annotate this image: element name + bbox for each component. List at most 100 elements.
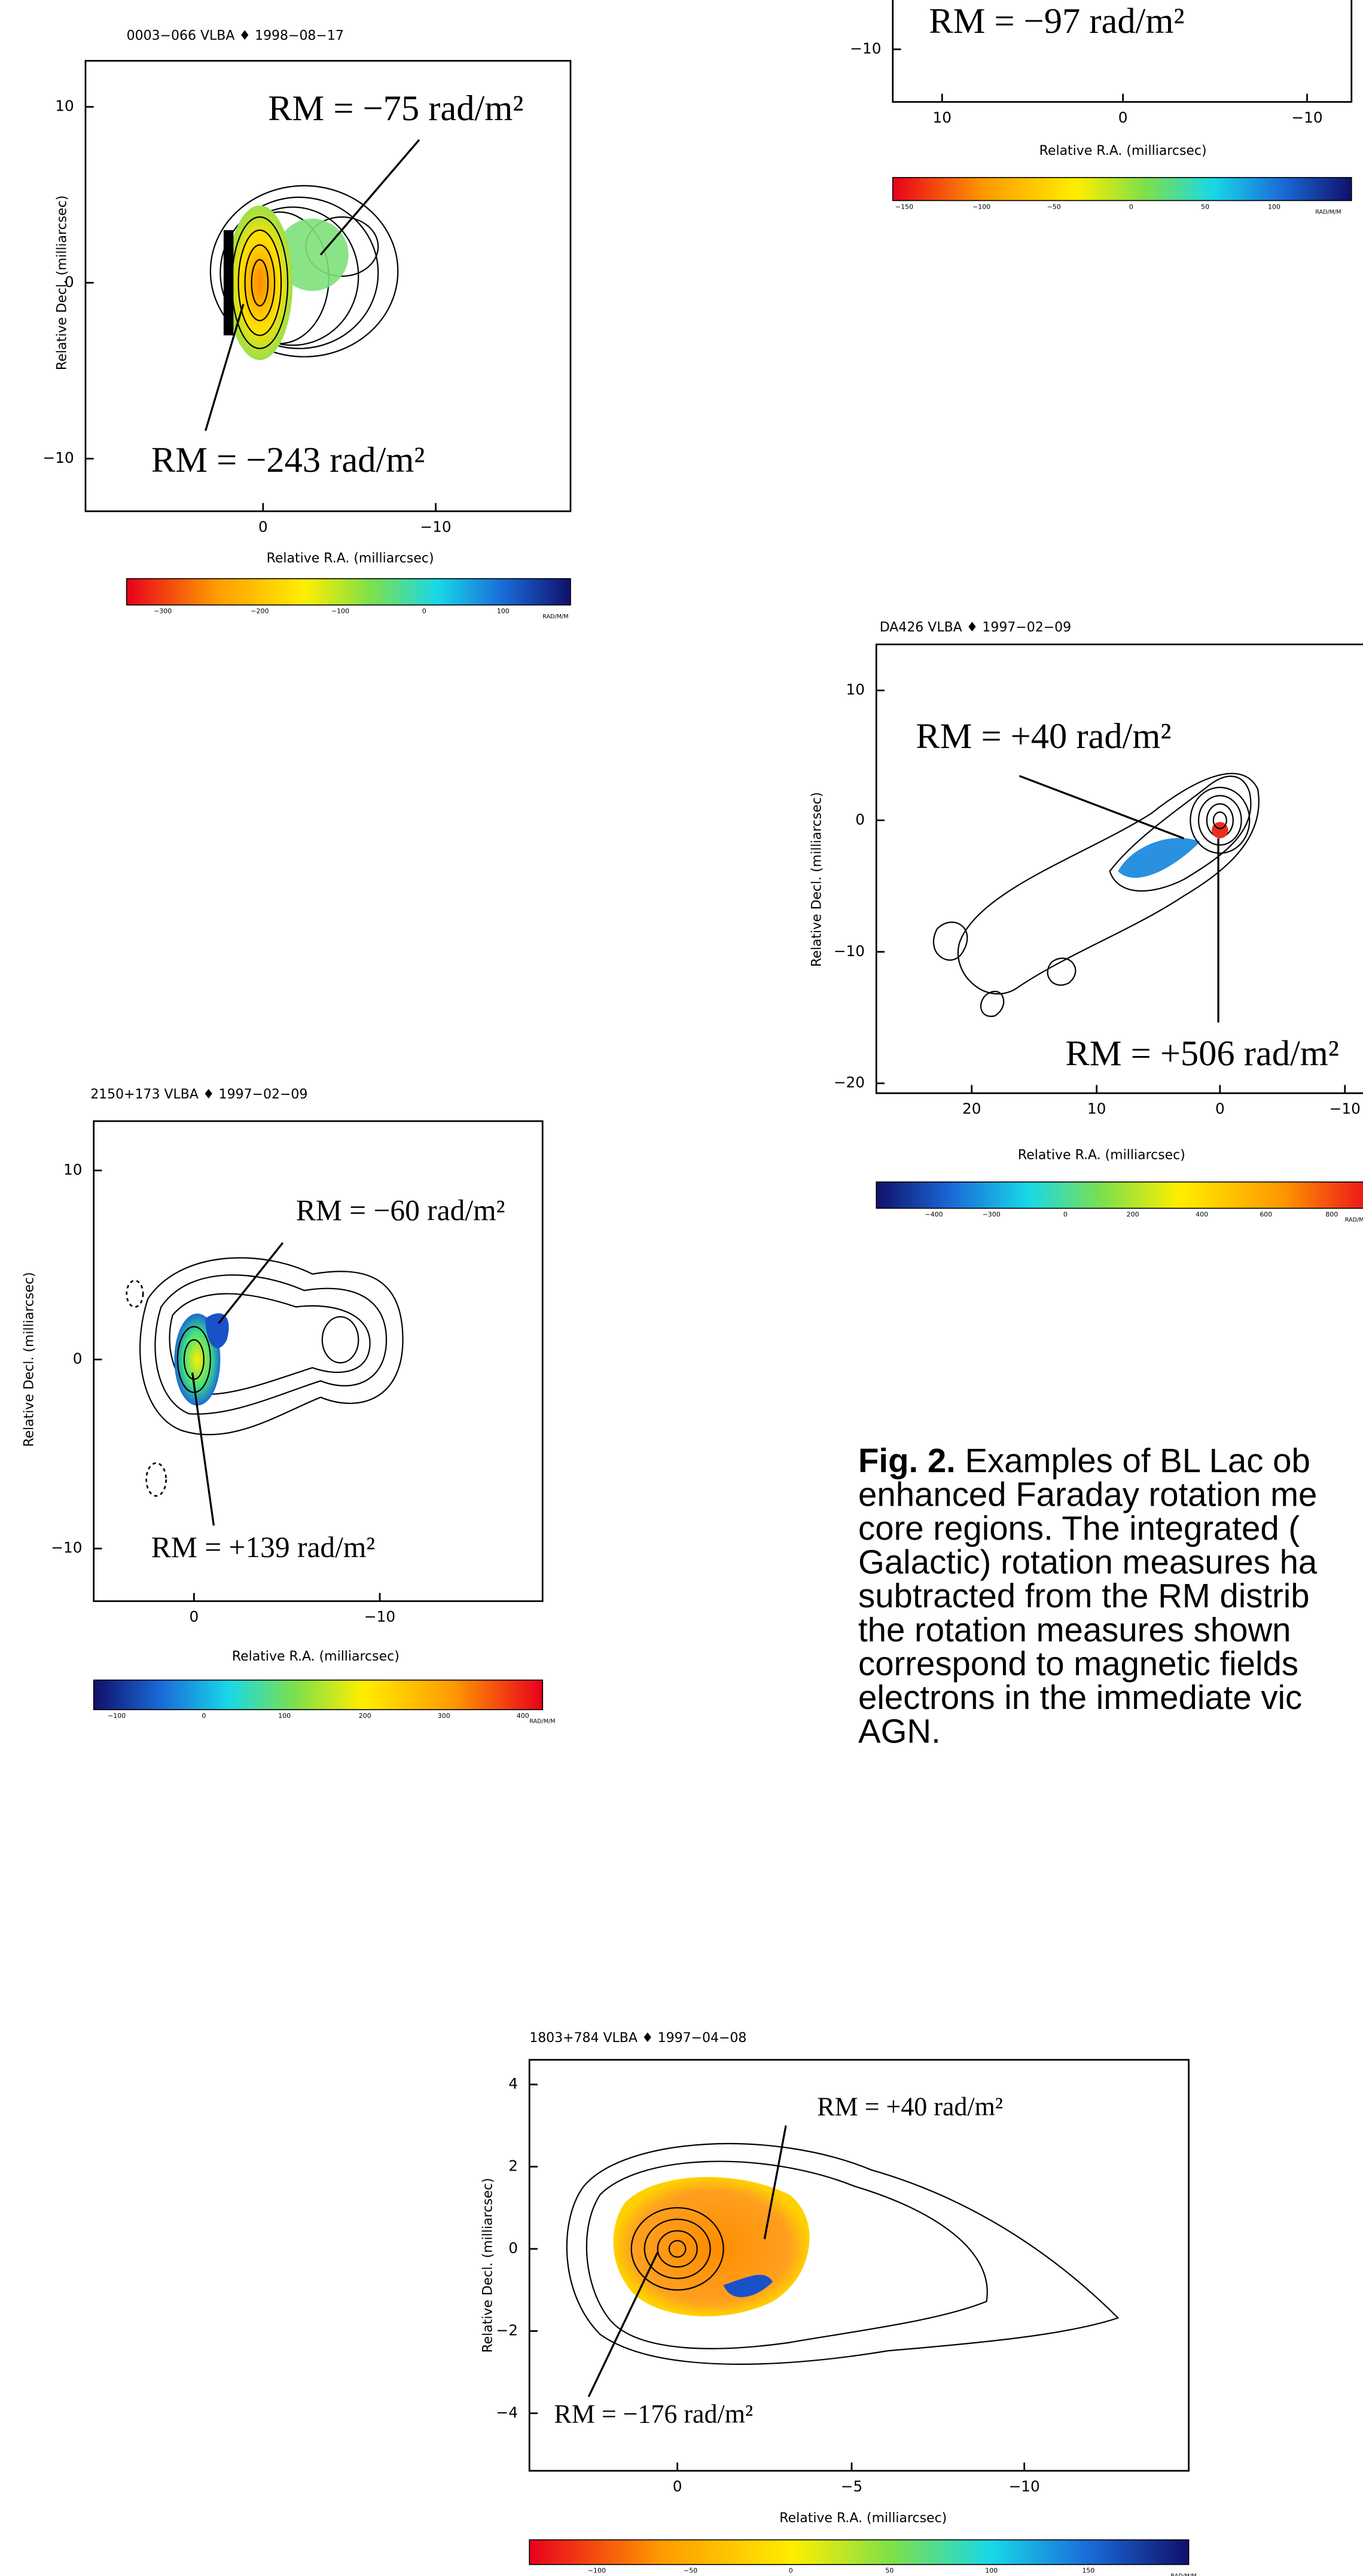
colorbar-unit: RAD/M/M xyxy=(1170,2573,1196,2576)
caption-line: correspond to magnetic fields xyxy=(858,1644,1298,1682)
colorbar-tick-label: 800 xyxy=(1325,1211,1338,1219)
y-tick-label: −10 xyxy=(51,1539,82,1556)
colorbar-tick-label: 200 xyxy=(359,1712,371,1720)
y-tick-label: 10 xyxy=(63,1161,82,1178)
page: {"panels": [ {"title": "0003−066 VLBA ♦ … xyxy=(0,0,1363,2576)
colorbar-tick-label: −100 xyxy=(331,608,349,615)
x-axis-label: Relative R.A. (milliarcsec) xyxy=(1018,1148,1185,1163)
rm-annotation: RM = −60 rad/m² xyxy=(296,1194,505,1226)
colorbar-tick-label: −150 xyxy=(895,203,913,210)
rm-annotation: RM = +40 rad/m² xyxy=(916,716,1171,756)
rm-annotation: RM = −243 rad/m² xyxy=(151,440,425,480)
map-emission xyxy=(127,1243,403,1525)
y-tick-label: −20 xyxy=(834,1074,865,1091)
x-tick-label: −10 xyxy=(420,518,451,535)
y-tick-label: −10 xyxy=(43,449,74,466)
caption-text: Examples of BL Lac ob xyxy=(965,1442,1310,1479)
rm-annotation: RM = −97 rad/m² xyxy=(929,1,1184,41)
map-emission xyxy=(934,774,1259,1023)
y-tick-label: 0 xyxy=(73,1350,83,1368)
y-tick-label: −10 xyxy=(834,942,865,960)
colorbar-unit: RAD/M/M xyxy=(1345,1217,1363,1223)
x-tick-label: −5 xyxy=(841,2478,862,2495)
caption-line: subtracted from the RM distrib xyxy=(858,1577,1310,1614)
y-axis-label: Relative Decl. (milliarcsec) xyxy=(809,792,824,967)
caption-line: the rotation measures shown xyxy=(858,1611,1291,1649)
colorbar-tick-label: 0 xyxy=(202,1712,206,1720)
colorbar xyxy=(94,1680,543,1710)
x-axis-label: Relative R.A. (milliarcsec) xyxy=(267,551,434,566)
colorbar-tick-label: 100 xyxy=(497,608,510,615)
x-axis-label: Relative R.A. (milliarcsec) xyxy=(1039,144,1207,158)
x-tick-label: 0 xyxy=(258,518,268,535)
colorbar xyxy=(893,178,1352,200)
map-emission xyxy=(206,140,419,431)
y-tick-label: 0 xyxy=(855,811,865,828)
rm-annotation: RM = −75 rad/m² xyxy=(268,88,523,129)
x-tick-label: 0 xyxy=(1215,1100,1225,1118)
colorbar-tick-label: 400 xyxy=(1196,1211,1208,1219)
x-tick-label: 0 xyxy=(1118,109,1128,126)
rm-annotation: RM = −176 rad/m² xyxy=(554,2399,753,2428)
y-tick-label: −2 xyxy=(496,2321,517,2339)
y-tick-label: 10 xyxy=(846,681,865,698)
y-axis-label: Relative Decl. (milliarcsec) xyxy=(54,196,69,370)
x-tick-label: −10 xyxy=(1291,109,1322,126)
colorbar-tick-label: 200 xyxy=(1127,1211,1139,1219)
x-tick-label: −10 xyxy=(364,1608,395,1625)
colorbar-tick-label: 50 xyxy=(885,2567,894,2575)
colorbar xyxy=(529,2540,1188,2565)
x-axis-label: Relative R.A. (milliarcsec) xyxy=(232,1649,400,1664)
colorbar-tick-label: −100 xyxy=(108,1712,126,1720)
colorbar-tick-label: 300 xyxy=(438,1712,450,1720)
y-tick-label: 0 xyxy=(508,2239,518,2257)
colorbar-tick-label: 100 xyxy=(1268,203,1280,210)
y-tick-label: 2 xyxy=(508,2157,518,2174)
colorbar-tick-label: −50 xyxy=(684,2567,697,2575)
y-axis-label: Relative Decl. (milliarcsec) xyxy=(480,2178,495,2352)
panel-title: 2150+173 VLBA ♦ 1997−02−09 xyxy=(90,1087,307,1102)
x-tick-label: −10 xyxy=(1009,2478,1040,2495)
x-tick-label: 0 xyxy=(190,1608,199,1625)
caption-line: Galactic) rotation measures ha xyxy=(858,1543,1318,1581)
colorbar-unit: RAD/M/M xyxy=(542,614,568,620)
panel-title: DA426 VLBA ♦ 1997−02−09 xyxy=(880,620,1071,635)
colorbar-unit: RAD/M/M xyxy=(529,1718,555,1725)
colorbar-tick-label: 0 xyxy=(789,2567,793,2575)
colorbar-tick-label: 150 xyxy=(1082,2567,1094,2575)
map-emission xyxy=(567,2126,1118,2397)
caption-line: Fig. 2. Examples of BL Lac ob xyxy=(858,1442,1310,1479)
caption-line: core regions. The integrated ( xyxy=(858,1509,1300,1547)
colorbar-tick-label: 400 xyxy=(517,1712,529,1720)
colorbar-tick-label: 600 xyxy=(1260,1211,1272,1219)
caption-line: enhanced Faraday rotation me xyxy=(858,1475,1317,1513)
colorbar xyxy=(127,579,571,605)
x-tick-label: 0 xyxy=(673,2478,682,2495)
x-tick-label: 20 xyxy=(962,1100,981,1118)
y-tick-label: −4 xyxy=(496,2404,517,2421)
y-tick-label: −10 xyxy=(850,39,881,57)
x-tick-label: −10 xyxy=(1330,1100,1361,1118)
colorbar-tick-label: −200 xyxy=(251,608,269,615)
y-tick-label: 10 xyxy=(55,97,74,115)
colorbar-tick-label: −300 xyxy=(154,608,172,615)
y-tick-label: 4 xyxy=(508,2075,518,2092)
colorbar-unit: RAD/M/M xyxy=(1315,209,1341,216)
colorbar-tick-label: 0 xyxy=(1063,1211,1068,1219)
colorbar-tick-label: −400 xyxy=(925,1211,943,1219)
colorbar-tick-label: 100 xyxy=(985,2567,998,2575)
x-tick-label: 10 xyxy=(932,109,951,126)
colorbar-tick-label: −100 xyxy=(972,203,990,210)
colorbar-tick-label: −50 xyxy=(1047,203,1061,210)
colorbar xyxy=(876,1182,1363,1208)
caption-line: AGN. xyxy=(858,1713,941,1750)
colorbar-tick-label: −300 xyxy=(983,1211,1001,1219)
colorbar-tick-label: 50 xyxy=(1201,203,1209,210)
colorbar-tick-label: 100 xyxy=(278,1712,291,1720)
colorbar-tick-label: 0 xyxy=(1129,203,1133,210)
caption-label: Fig. 2. xyxy=(858,1442,956,1479)
x-axis-label: Relative R.A. (milliarcsec) xyxy=(779,2511,947,2526)
rm-annotation: RM = +506 rad/m² xyxy=(1065,1034,1339,1074)
panel-title: 0003−066 VLBA ♦ 1998−08−17 xyxy=(127,28,344,43)
figure: Fig. 2. Examples of BL Lac ob 0003−066 V… xyxy=(0,0,1363,2576)
